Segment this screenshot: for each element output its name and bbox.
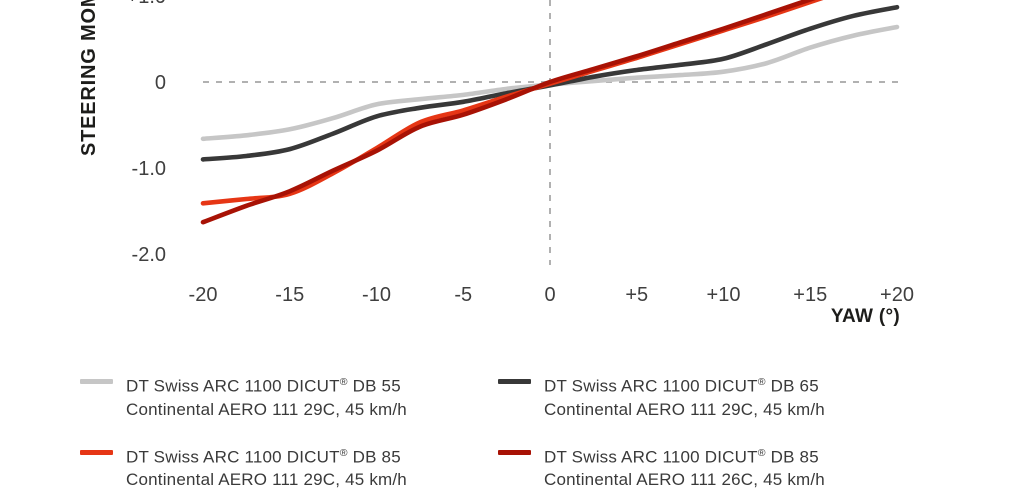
x-tick-label: +15	[793, 284, 827, 306]
legend-item-db55-29c: DT Swiss ARC 1100 DICUT® DB 55 Continent…	[80, 371, 498, 421]
x-tick-label: -20	[189, 284, 218, 306]
y-tick-label: -1.0	[132, 158, 166, 180]
chart-legend: DT Swiss ARC 1100 DICUT® DB 55 Continent…	[80, 371, 825, 491]
steering-moment-chart: +1.0 0 -1.0 -2.0 -20 -15 -10 -5 0 +5 +10 +15 +20 STE…	[78, 0, 914, 327]
x-tick-label: -15	[275, 284, 304, 306]
legend-swatch-db85-26c	[498, 449, 531, 455]
legend-label-line2: Continental AERO 111 29C, 45 km/h	[126, 399, 407, 419]
x-tick-label: +5	[625, 284, 648, 306]
x-tick-label: -5	[454, 284, 472, 306]
legend-item-db65-29c: DT Swiss ARC 1100 DICUT® DB 65 Continent…	[498, 371, 825, 421]
legend-swatch-db65-29c	[498, 379, 531, 384]
legend-label-line1: DT Swiss ARC 1100 DICUT® DB 65	[544, 376, 819, 396]
y-tick-label: +1.0	[127, 0, 166, 8]
y-tick-label: -2.0	[132, 244, 166, 266]
legend-label-line2: Continental AERO 111 29C, 45 km/h	[544, 399, 825, 419]
legend-swatch-db85-29c	[80, 449, 113, 455]
legend-label-line1: DT Swiss ARC 1100 DICUT® DB 55	[126, 376, 401, 396]
legend-label-line1: DT Swiss ARC 1100 DICUT® DB 85	[544, 446, 819, 467]
legend-label-line2: Continental AERO 111 26C, 45 km/h	[544, 470, 825, 490]
chart-plot-canvas: +1.0 0 -1.0 -2.0 -20 -15 -10 -5 0 +5 +10 +15 +20	[127, 0, 914, 306]
legend-label-line1: DT Swiss ARC 1100 DICUT® DB 85	[126, 446, 401, 467]
legend-item-db85-26c: DT Swiss ARC 1100 DICUT® DB 85 Continent…	[498, 442, 825, 492]
y-tick-label: 0	[155, 72, 166, 94]
x-tick-label: +20	[880, 284, 914, 306]
series-line-3	[200, 0, 816, 225]
x-axis-label: YAW (°)	[830, 306, 900, 327]
x-tick-label: +10	[707, 284, 741, 306]
legend-item-db85-29c: DT Swiss ARC 1100 DICUT® DB 85 Continent…	[80, 442, 498, 492]
x-tick-label: -10	[362, 284, 391, 306]
x-tick-label: 0	[544, 284, 555, 306]
y-axis-label: STEERING MOM	[78, 0, 100, 156]
legend-label-line2: Continental AERO 111 29C, 45 km/h	[126, 470, 407, 490]
legend-swatch-db55-29c	[80, 379, 113, 384]
